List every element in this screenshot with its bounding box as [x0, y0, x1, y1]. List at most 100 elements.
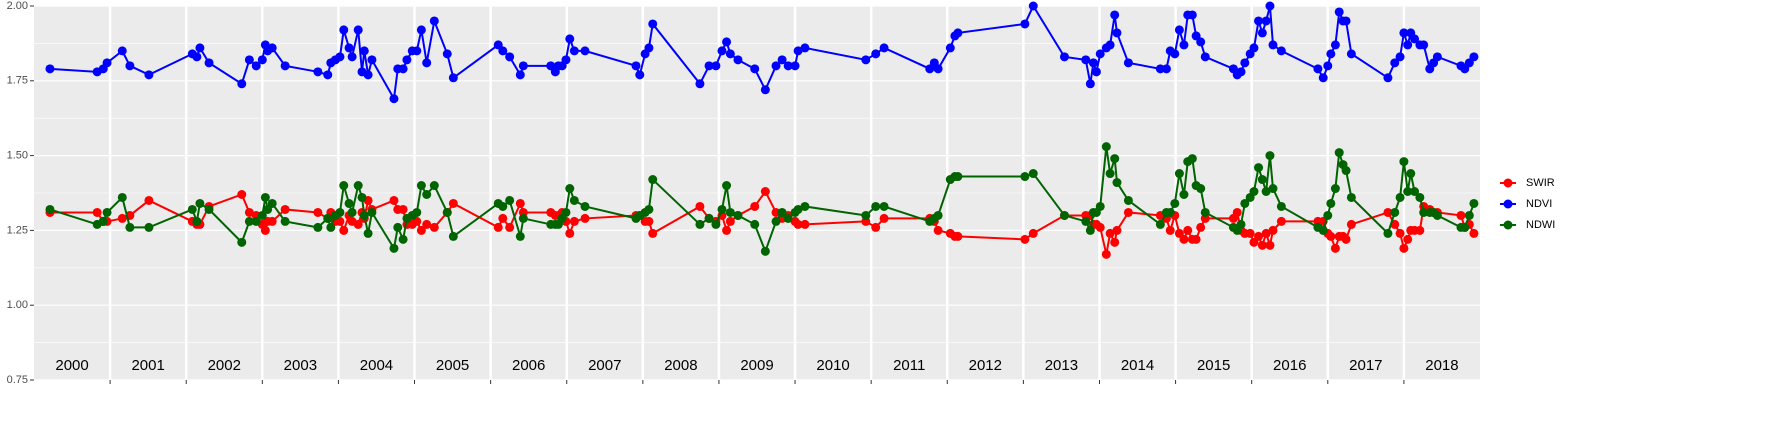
- data-point: [363, 228, 373, 238]
- data-point: [117, 213, 127, 223]
- data-point: [1432, 210, 1442, 220]
- data-point: [1254, 16, 1264, 26]
- data-point: [644, 216, 654, 226]
- data-point: [251, 61, 261, 71]
- data-point: [1110, 237, 1120, 247]
- data-point: [1268, 40, 1278, 50]
- data-point: [580, 201, 590, 211]
- data-point: [1257, 28, 1267, 38]
- data-point: [335, 52, 345, 62]
- data-point: [733, 55, 743, 65]
- data-point: [237, 79, 247, 89]
- data-point: [422, 219, 432, 229]
- data-point: [1326, 198, 1336, 208]
- data-point: [498, 201, 508, 211]
- data-point: [339, 225, 349, 235]
- data-point: [1110, 10, 1120, 20]
- year-label: 2008: [664, 357, 697, 374]
- data-point: [1346, 49, 1356, 59]
- data-point: [1403, 40, 1413, 50]
- year-label: 2007: [588, 357, 621, 374]
- data-point: [515, 198, 525, 208]
- data-point: [1330, 40, 1340, 50]
- data-point: [1410, 187, 1420, 197]
- data-point: [722, 37, 732, 47]
- data-point: [722, 181, 732, 191]
- data-point: [363, 70, 373, 80]
- data-point: [644, 43, 654, 53]
- data-point: [1028, 1, 1038, 11]
- data-point: [1390, 207, 1400, 217]
- legend-label: SWIR: [1526, 177, 1555, 189]
- data-point: [313, 67, 323, 77]
- data-point: [335, 207, 345, 217]
- data-point: [704, 61, 714, 71]
- data-point: [237, 189, 247, 199]
- data-point: [1155, 219, 1165, 229]
- data-point: [1261, 228, 1271, 238]
- data-point: [429, 222, 439, 232]
- data-point: [422, 189, 432, 199]
- data-point: [1383, 73, 1393, 83]
- data-point: [102, 58, 112, 68]
- data-point: [359, 210, 369, 220]
- data-point: [565, 228, 575, 238]
- data-point: [125, 222, 135, 232]
- data-point: [1020, 19, 1030, 29]
- data-point: [565, 184, 575, 194]
- data-point: [1165, 207, 1175, 217]
- data-point: [402, 55, 412, 65]
- data-point: [429, 181, 439, 191]
- data-point: [1165, 225, 1175, 235]
- data-point: [1415, 192, 1425, 202]
- data-point: [1334, 148, 1344, 158]
- data-point: [1081, 216, 1091, 226]
- data-point: [722, 225, 732, 235]
- data-point: [393, 222, 403, 232]
- y-tick-label: 0.75: [7, 374, 28, 386]
- data-point: [1399, 243, 1409, 253]
- data-point: [1020, 234, 1030, 244]
- data-point: [505, 195, 515, 205]
- data-point: [777, 207, 787, 217]
- data-point: [733, 210, 743, 220]
- data-point: [1091, 67, 1101, 77]
- data-point: [760, 187, 770, 197]
- data-point: [1265, 240, 1275, 250]
- y-tick-label: 2.00: [7, 0, 28, 12]
- data-point: [1330, 243, 1340, 253]
- data-point: [389, 243, 399, 253]
- data-point: [1469, 52, 1479, 62]
- data-point: [260, 192, 270, 202]
- data-point: [800, 201, 810, 211]
- data-point: [1318, 73, 1328, 83]
- data-point: [1395, 192, 1405, 202]
- year-label: 2014: [1121, 357, 1154, 374]
- data-point: [1245, 228, 1255, 238]
- data-point: [1254, 231, 1264, 241]
- data-point: [1383, 207, 1393, 217]
- data-point: [1341, 166, 1351, 176]
- data-point: [339, 181, 349, 191]
- data-point: [580, 213, 590, 223]
- year-label: 2002: [208, 357, 241, 374]
- data-point: [359, 46, 369, 56]
- data-point: [1469, 198, 1479, 208]
- data-point: [442, 49, 452, 59]
- data-point: [771, 61, 781, 71]
- data-point: [313, 222, 323, 232]
- data-point: [717, 204, 727, 214]
- data-point: [871, 49, 881, 59]
- data-point: [1415, 225, 1425, 235]
- data-point: [879, 43, 889, 53]
- data-point: [1123, 58, 1133, 68]
- data-point: [711, 61, 721, 71]
- data-point: [515, 70, 525, 80]
- data-point: [244, 216, 254, 226]
- data-point: [195, 198, 205, 208]
- data-point: [144, 70, 154, 80]
- data-point: [442, 207, 452, 217]
- data-point: [267, 198, 277, 208]
- year-label: 2018: [1425, 357, 1458, 374]
- data-point: [1469, 228, 1479, 238]
